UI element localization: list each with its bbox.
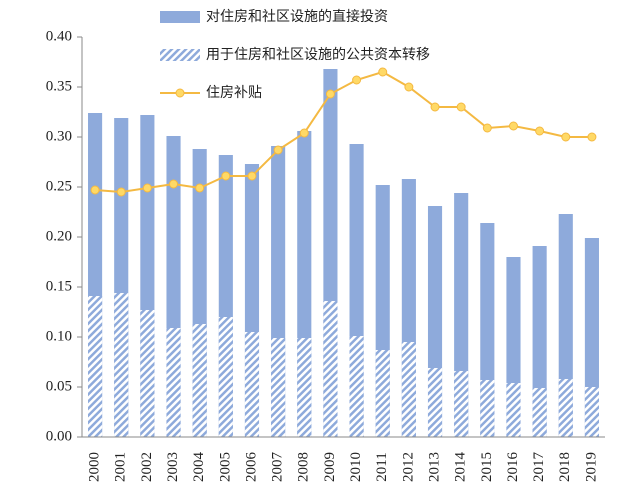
y-tick-label: 0.05 — [46, 378, 72, 394]
marker — [378, 67, 388, 77]
x-tick-label: 2019 — [583, 452, 599, 482]
x-tick-label: 2009 — [322, 452, 338, 482]
marker — [561, 132, 571, 142]
y-tick-label: 0.25 — [46, 178, 72, 194]
x-tick-label: 2012 — [400, 452, 416, 482]
hatched-bar — [532, 388, 547, 437]
marker — [482, 123, 492, 133]
hatched-bar — [166, 328, 181, 437]
x-tick-label: 2015 — [479, 452, 495, 482]
x-tick-label: 2005 — [217, 452, 233, 482]
x-tick-label: 2018 — [557, 452, 573, 482]
marker — [325, 89, 335, 99]
x-tick-label: 2006 — [243, 452, 259, 483]
hatched-bar — [349, 336, 364, 437]
y-tick-label: 0.30 — [46, 128, 72, 144]
x-tick-label: 2017 — [531, 452, 547, 483]
marker — [169, 179, 179, 189]
marker — [404, 82, 414, 92]
x-tick-label: 2004 — [191, 452, 207, 483]
marker — [352, 75, 362, 85]
x-tick-label: 2007 — [270, 452, 286, 483]
marker — [116, 187, 126, 197]
marker — [221, 171, 231, 181]
y-tick-label: 0.35 — [46, 78, 72, 94]
x-tick-label: 2011 — [374, 452, 390, 481]
hatched-bar — [558, 379, 573, 437]
hatched-bar — [244, 332, 260, 437]
x-tick-label: 2014 — [453, 452, 469, 483]
y-tick-label: 0.15 — [46, 278, 72, 294]
marker — [195, 183, 205, 193]
x-tick-label: 2002 — [139, 452, 155, 482]
marker — [247, 171, 257, 181]
legend-label: 住房补贴 — [206, 85, 262, 101]
hatched-bar — [427, 368, 443, 437]
y-tick-label: 0.20 — [46, 228, 72, 244]
x-tick-label: 2010 — [348, 452, 364, 482]
hatched-bar — [114, 293, 129, 437]
x-tick-label: 2016 — [505, 452, 521, 483]
legend-swatch — [175, 88, 185, 98]
legend-swatch — [160, 11, 200, 23]
marker — [587, 132, 597, 142]
y-tick-label: 0.40 — [46, 28, 72, 44]
marker — [273, 145, 283, 155]
legend-swatch — [160, 49, 200, 61]
hatched-bar — [401, 342, 416, 437]
legend-label: 对住房和社区设施的直接投资 — [206, 8, 388, 25]
hatched-bar — [323, 301, 338, 437]
marker — [508, 121, 518, 131]
x-tick-label: 2013 — [426, 452, 442, 482]
hatched-bar — [480, 380, 495, 437]
hatched-bar — [218, 317, 233, 437]
y-tick-label: 0.00 — [46, 428, 72, 444]
x-tick-label: 2003 — [165, 452, 181, 482]
hatched-bar — [297, 338, 312, 437]
marker — [299, 128, 309, 138]
x-tick-label: 2001 — [113, 452, 129, 482]
marker — [535, 126, 545, 136]
marker — [90, 185, 100, 195]
x-tick-label: 2008 — [296, 452, 312, 482]
hatched-bar — [454, 371, 469, 437]
hatched-bar — [140, 310, 155, 437]
marker — [430, 102, 440, 112]
y-tick-label: 0.10 — [46, 328, 72, 344]
hatched-bar — [375, 350, 390, 437]
hatched-bar — [88, 296, 103, 437]
marker — [142, 183, 152, 193]
x-tick-label: 2000 — [87, 452, 103, 482]
hatched-bar — [192, 324, 207, 437]
hatched-bar — [584, 387, 599, 437]
legend-label: 用于住房和社区设施的公共资本转移 — [206, 47, 430, 63]
marker — [456, 102, 466, 112]
hatched-bar — [271, 338, 286, 437]
hatched-bar — [506, 383, 521, 437]
